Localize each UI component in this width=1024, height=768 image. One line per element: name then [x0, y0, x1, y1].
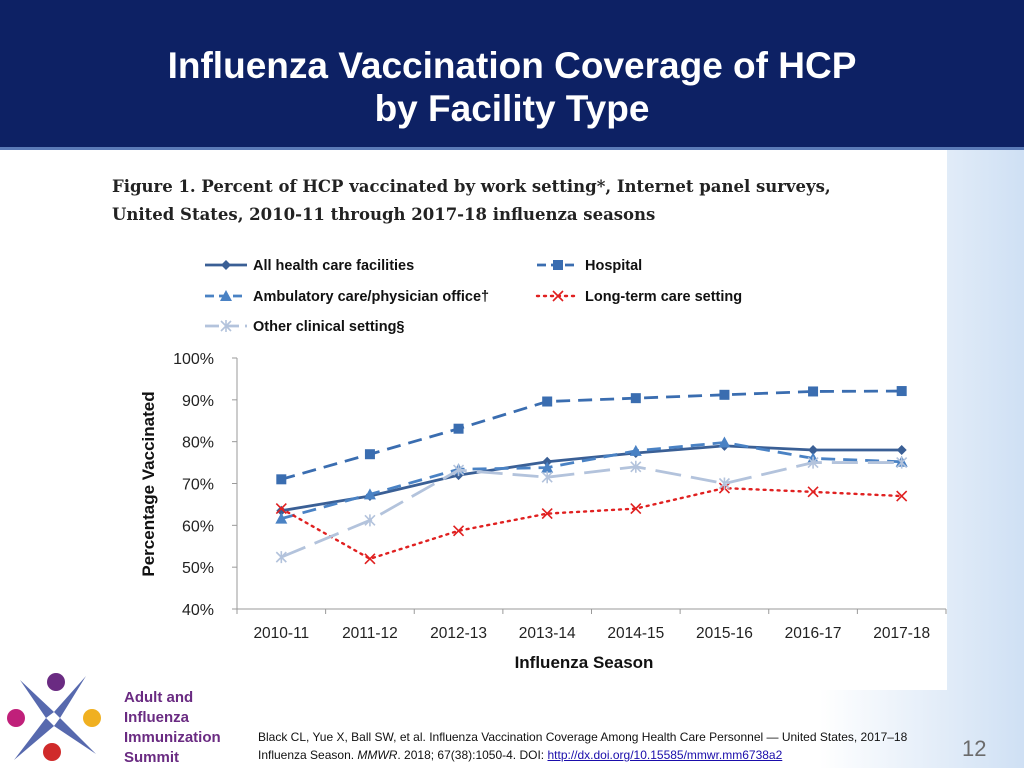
data-point — [630, 503, 642, 515]
legend-marker — [221, 260, 231, 270]
series-line — [280, 389, 902, 481]
data-point — [453, 423, 464, 434]
data-point — [452, 525, 465, 537]
legend-label: Other clinical setting§ — [253, 319, 405, 335]
data-point — [630, 460, 642, 473]
series-line — [280, 461, 902, 559]
series-line — [280, 486, 903, 561]
x-axis-title: Influenza Season — [515, 653, 654, 672]
data-point — [364, 514, 376, 527]
citation-details: . 2018; 67(38):1050-4. DOI: — [397, 748, 548, 762]
data-point — [630, 393, 641, 404]
figure-caption-line-1: Figure 1. Percent of HCP vaccinated by w… — [112, 177, 831, 196]
data-point — [629, 444, 642, 456]
logo-line-3: Immunization — [124, 729, 221, 746]
x-tick-label: 2010-11 — [253, 625, 309, 642]
x-tick-label: 2011-12 — [342, 625, 398, 642]
summit-logo-icon — [7, 673, 101, 761]
data-point — [896, 456, 908, 469]
data-point — [541, 471, 553, 484]
data-point — [364, 553, 376, 565]
legend-marker — [220, 290, 232, 301]
legend-label: Ambulatory care/physician office† — [253, 289, 489, 305]
citation-journal: MMWR — [357, 748, 398, 762]
x-tick-label: 2012-13 — [430, 625, 487, 642]
logo-line-4: Summit — [124, 749, 180, 766]
legend-marker — [220, 320, 232, 332]
x-tick-label: 2017-18 — [873, 625, 930, 642]
logo-line-1: Adult and — [124, 689, 194, 706]
y-tick-label: 60% — [182, 518, 214, 535]
data-point — [275, 503, 287, 515]
citation-doi-link[interactable]: http://dx.doi.org/10.15585/mmwr.mm6738a2 — [547, 748, 783, 762]
data-point — [896, 386, 907, 397]
data-point — [718, 436, 731, 448]
legend-label: Hospital — [585, 258, 642, 274]
data-point — [276, 474, 287, 485]
data-point — [541, 461, 554, 473]
data-point — [275, 512, 288, 524]
title-bar: Influenza Vaccination Coverage of HCP by… — [0, 0, 1024, 150]
logo-line-2: Influenza — [124, 709, 190, 726]
x-tick-label: 2015-16 — [696, 625, 753, 642]
data-point — [363, 488, 376, 500]
title-line-1: Influenza Vaccination Coverage of HCP — [167, 45, 857, 86]
slide-title: Influenza Vaccination Coverage of HCP by… — [0, 44, 1024, 130]
data-point — [807, 486, 819, 498]
data-point — [807, 456, 819, 469]
y-tick-label: 90% — [182, 393, 214, 410]
series-line — [281, 444, 902, 513]
data-point — [808, 445, 819, 456]
legend-marker — [553, 260, 563, 270]
legend-label: All health care facilities — [253, 258, 414, 274]
figure-caption-line-2: United States, 2010-11 through 2017-18 i… — [112, 205, 656, 224]
y-tick-label: 70% — [182, 477, 214, 494]
y-tick-label: 40% — [182, 602, 214, 619]
data-point — [275, 551, 287, 564]
data-point — [364, 449, 375, 460]
y-tick-label: 100% — [173, 351, 214, 368]
x-tick-label: 2016-17 — [785, 625, 842, 642]
data-point — [276, 505, 287, 516]
data-point — [896, 445, 907, 456]
data-point — [808, 386, 819, 397]
x-tick-label: 2013-14 — [519, 625, 576, 642]
legend-label: Long-term care setting — [585, 289, 742, 305]
data-point — [541, 508, 553, 520]
data-point — [542, 396, 553, 407]
series-line — [280, 441, 902, 520]
y-tick-label: 50% — [182, 560, 214, 577]
figure-caption: Figure 1. Percent of HCP vaccinated by w… — [112, 173, 912, 229]
x-tick-label: 2014-15 — [607, 625, 664, 642]
data-point — [719, 389, 730, 400]
page-number: 12 — [962, 736, 987, 761]
citation-text: Black CL, Yue X, Ball SW, et al. Influen… — [258, 730, 908, 762]
y-tick-label: 80% — [182, 435, 214, 452]
data-point — [718, 477, 731, 490]
figure-panel — [94, 150, 947, 690]
citation: Black CL, Yue X, Ball SW, et al. Influen… — [258, 728, 948, 764]
y-axis-title: Percentage Vaccinated — [139, 391, 158, 576]
logo-text: Adult and Influenza Immunization Summit — [124, 688, 221, 768]
data-point — [896, 490, 908, 502]
legend-marker — [552, 290, 564, 302]
data-point — [452, 464, 465, 477]
title-line-2: by Facility Type — [374, 88, 650, 129]
